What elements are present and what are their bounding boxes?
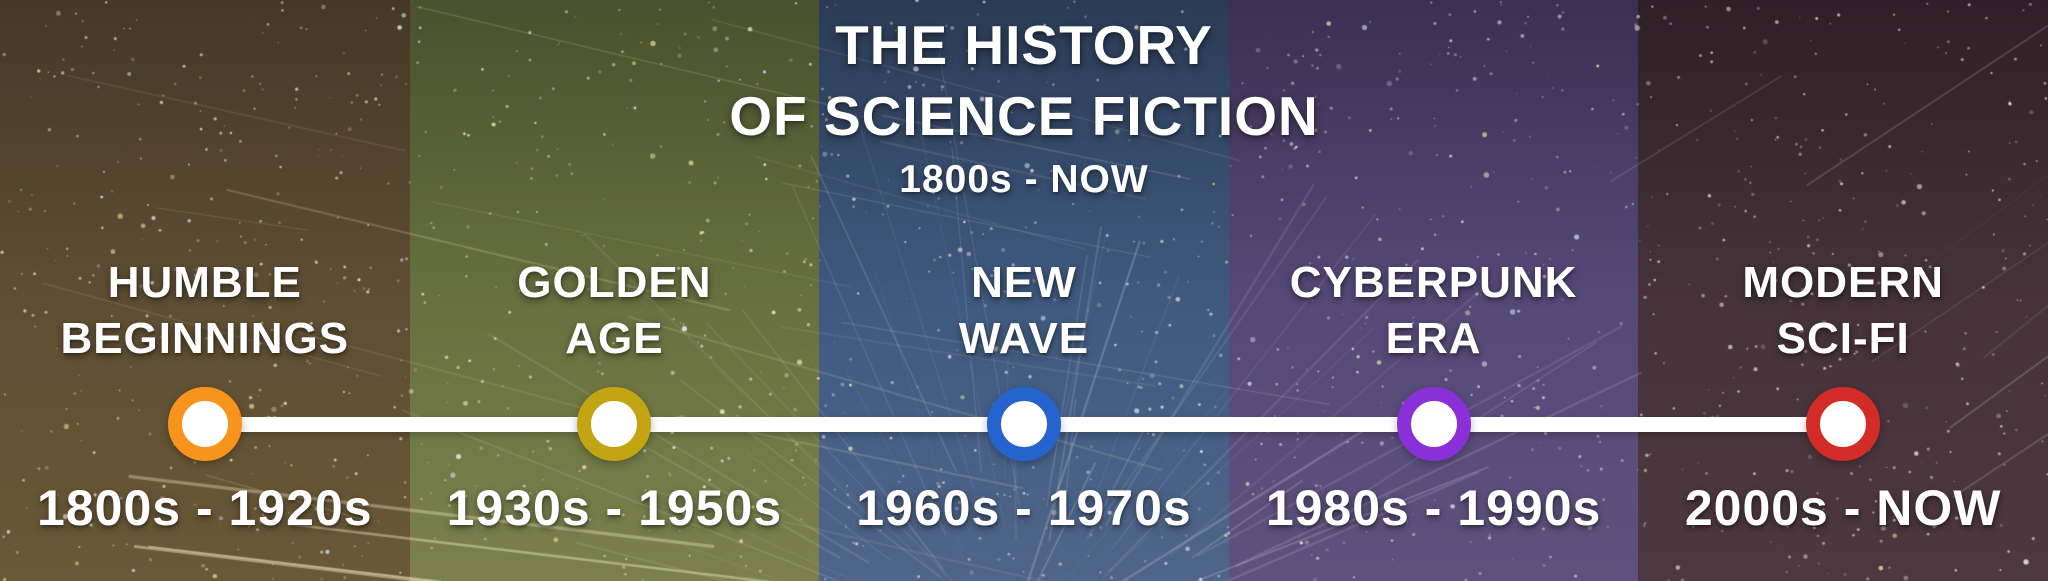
era-years: 1980s - 1990s	[1265, 480, 1602, 536]
era-years: 1800s - 1920s	[37, 480, 373, 536]
timeline-node-marker	[577, 387, 652, 461]
era-years: 1960s - 1970s	[856, 480, 1192, 536]
timeline-node-marker	[1396, 387, 1471, 461]
page-subtitle: 1800s - NOW	[899, 158, 1149, 201]
era-title: CYBERPUNK ERA	[1229, 255, 1639, 367]
page-title-line1: THE HISTORY	[835, 14, 1213, 76]
era-title-line1: NEW	[971, 258, 1077, 307]
timeline-node-marker	[167, 387, 242, 461]
era-title-line2: BEGINNINGS	[60, 314, 350, 363]
era-title-line1: MODERN	[1742, 258, 1944, 307]
era-title-line2: AGE	[565, 314, 664, 363]
era-title: GOLDEN AGE	[410, 255, 820, 367]
era-title-line1: HUMBLE	[107, 258, 302, 307]
page-title: THE HISTORY OF SCIENCE FICTION	[0, 10, 2048, 152]
page-title-line2: OF SCIENCE FICTION	[729, 85, 1319, 147]
era-years: 2000s - NOW	[1684, 480, 2002, 536]
era-title-line2: ERA	[1385, 314, 1482, 363]
era-years: 1930s - 1950s	[446, 480, 783, 536]
era-title-line2: WAVE	[958, 314, 1090, 363]
era-title: NEW WAVE	[819, 255, 1229, 367]
era-title: HUMBLE BEGINNINGS	[0, 255, 410, 367]
era-title-line1: CYBERPUNK	[1289, 258, 1578, 307]
timeline-node-marker	[986, 387, 1061, 461]
era-title: MODERN SCI-FI	[1638, 255, 2048, 367]
timeline-node-marker	[1806, 387, 1881, 461]
header: THE HISTORY OF SCIENCE FICTION 1800s - N…	[0, 10, 2048, 203]
era-title-line1: GOLDEN	[517, 258, 712, 307]
era-title-line2: SCI-FI	[1776, 314, 1910, 363]
